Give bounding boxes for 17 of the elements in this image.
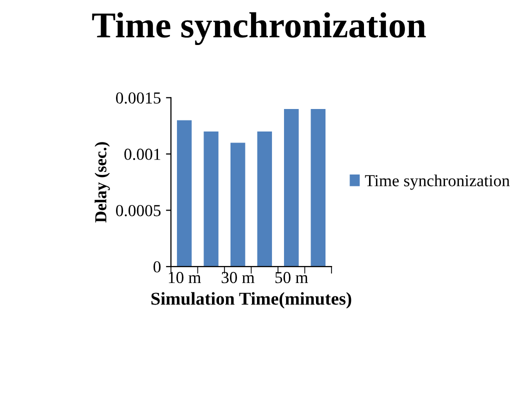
- x-tick-label: 10 m: [168, 272, 201, 284]
- legend-label: Time synchronization: [365, 174, 510, 190]
- y-tick-label: 0.0015: [116, 92, 161, 104]
- y-axis-title: Delay (sec.): [94, 142, 110, 223]
- x-axis-title: Simulation Time(minutes): [151, 292, 352, 308]
- y-tick-label: 0: [154, 261, 161, 273]
- bar: [284, 108, 299, 267]
- bar: [257, 131, 272, 267]
- x-tick-label: 30 m: [222, 272, 254, 284]
- bar: [230, 142, 246, 267]
- bar: [176, 120, 192, 267]
- x-tick-label: 50 m: [275, 272, 308, 284]
- bar: [310, 108, 326, 267]
- y-tick-label: 0.001: [124, 148, 160, 160]
- y-tick-label: 0.0005: [116, 204, 161, 216]
- bar: [204, 131, 218, 267]
- chart-title: Time synchronization: [92, 12, 426, 46]
